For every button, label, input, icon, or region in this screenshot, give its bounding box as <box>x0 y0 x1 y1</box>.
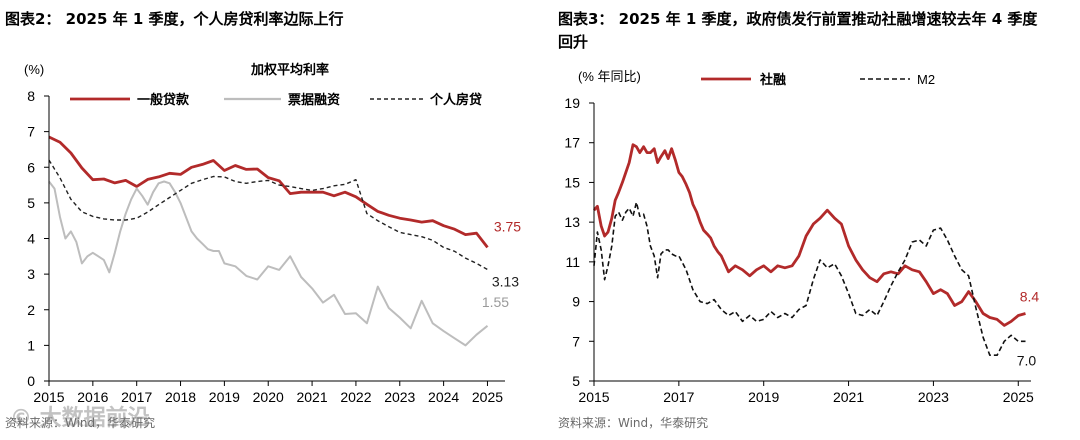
legend-label-general-loans: 一般贷款 <box>137 92 190 107</box>
y-tick-label: 8 <box>27 88 35 104</box>
y-tick-label: 13 <box>564 214 580 230</box>
y-tick-label: 17 <box>564 135 580 151</box>
end-label-mortgage: 3.13 <box>492 273 519 289</box>
right-chart-title-line1: 图表3： 2025 年 1 季度，政府债发行前置推动社融增速较去年 4 季度 <box>558 10 1038 28</box>
y-tick-label: 11 <box>565 254 580 270</box>
right-y-unit: (% 年同比) <box>578 69 641 84</box>
y-tick-label: 7 <box>27 124 35 140</box>
y-tick-label: 9 <box>572 294 580 310</box>
y-tick-label: 6 <box>27 159 35 175</box>
end-label-bill-financing: 1.55 <box>482 294 509 310</box>
series-line-general-loans <box>48 135 489 249</box>
x-tick-label: 2019 <box>209 389 240 405</box>
right-line-chart: 5 7 9 11 13 15 17 19 2015 2017 2019 2021 2023 2025 8.4… <box>564 69 1040 405</box>
x-tick-label: 2025 <box>1003 389 1034 405</box>
y-tick-label: 2 <box>27 302 35 318</box>
end-label-social-financing: 8.4 <box>1020 288 1040 304</box>
y-tick-label: 1 <box>27 337 35 353</box>
x-tick-label: 2022 <box>340 389 371 405</box>
left-chart-inner-title: 加权平均利率 <box>250 62 329 77</box>
left-source-note: 资料来源：Wind，华泰研究 <box>5 416 156 430</box>
left-legend: 一般贷款 票据融资 个人房贷 <box>70 92 482 107</box>
series-line-m2 <box>593 201 1026 357</box>
y-tick-label: 7 <box>572 333 580 349</box>
right-legend: 社融 M2 <box>701 72 935 87</box>
y-tick-label: 0 <box>27 373 35 389</box>
x-tick-label: 2019 <box>748 389 779 405</box>
right-chart-title-line2: 回升 <box>558 33 589 51</box>
x-tick-label: 2017 <box>663 389 694 405</box>
x-tick-label: 2016 <box>77 389 108 405</box>
y-tick-label: 5 <box>572 373 580 389</box>
end-label-general-loans: 3.75 <box>494 218 521 234</box>
x-tick-label: 2021 <box>833 389 864 405</box>
right-chart-panel: 图表3： 2025 年 1 季度，政府债发行前置推动社融增速较去年 4 季度 回… <box>555 0 1080 440</box>
legend-label-bill-financing: 票据融资 <box>288 92 340 107</box>
left-chart-title: 图表2： 2025 年 1 季度，个人房贷利率边际上行 <box>5 10 344 28</box>
watermark-logo: © 大数据前沿 <box>10 406 150 431</box>
y-tick-label: 15 <box>564 174 580 190</box>
x-tick-label: 2017 <box>121 389 152 405</box>
y-tick-label: 4 <box>27 231 35 247</box>
x-tick-label: 2018 <box>165 389 196 405</box>
legend-label-mortgage: 个人房贷 <box>429 92 482 107</box>
end-label-m2: 7.0 <box>1017 352 1037 368</box>
series-line-mortgage <box>48 159 488 271</box>
left-y-unit: (%) <box>24 62 44 77</box>
x-tick-label: 2021 <box>296 389 327 405</box>
left-line-chart: 0 1 2 3 4 5 6 7 8 2015 2016 2017 2018 2019 2020 2021 202… <box>24 62 521 405</box>
series-line-social-financing <box>592 143 1026 327</box>
right-chart-title: 图表3： 2025 年 1 季度，政府债发行前置推动社融增速较去年 4 季度 回… <box>558 8 1037 54</box>
x-tick-label: 2023 <box>384 389 415 405</box>
x-tick-label: 2015 <box>33 389 64 405</box>
x-tick-label: 2015 <box>578 389 609 405</box>
x-tick-label: 2025 <box>472 389 503 405</box>
y-tick-label: 19 <box>564 95 580 111</box>
x-tick-label: 2024 <box>428 389 459 405</box>
y-tick-label: 5 <box>27 195 35 211</box>
x-tick-label: 2023 <box>918 389 949 405</box>
legend-label-social-financing: 社融 <box>759 72 786 87</box>
series-line-bill-financing <box>48 180 489 347</box>
legend-label-m2: M2 <box>917 72 935 87</box>
x-tick-label: 2020 <box>253 389 284 405</box>
right-source-note: 资料来源：Wind，华泰研究 <box>558 416 709 430</box>
left-chart-panel: 图表2： 2025 年 1 季度，个人房贷利率边际上行 0 1 2 3 4 5 6 7 8 201… <box>0 0 525 440</box>
y-tick-label: 3 <box>27 266 35 282</box>
